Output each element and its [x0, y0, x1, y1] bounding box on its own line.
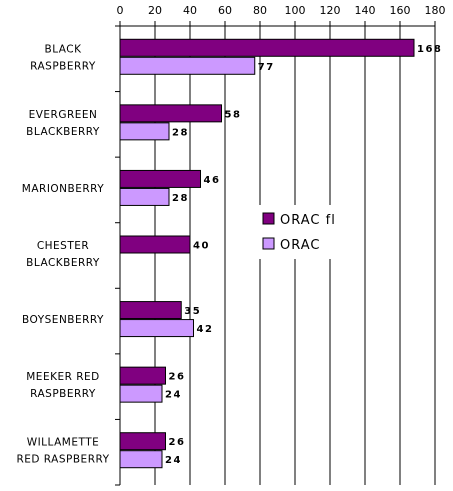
- data-label-orac-6: 24: [165, 455, 182, 466]
- legend-swatch-orac: [262, 237, 275, 250]
- bar-orac-fl-1[interactable]: [119, 104, 222, 123]
- x-tick-label-120: 120: [320, 4, 341, 17]
- data-label-orac-fl-0: 168: [417, 44, 442, 55]
- data-label-orac-2: 28: [172, 193, 189, 204]
- data-label-orac-4: 42: [197, 324, 214, 335]
- bar-orac-fl-5[interactable]: [119, 366, 166, 385]
- bar-orac-fl-3[interactable]: [119, 235, 191, 254]
- bar-orac-0[interactable]: [119, 56, 256, 75]
- data-label-orac-fl-2: 46: [204, 175, 221, 186]
- data-label-orac-fl-1: 58: [225, 109, 242, 120]
- bar-orac-fl-0[interactable]: [119, 38, 415, 57]
- bar-orac-6[interactable]: [119, 450, 163, 469]
- category-label-6-1: RED RASPBERRY: [16, 454, 109, 466]
- bar-orac-fl-4[interactable]: [119, 301, 182, 320]
- category-label-3-0: CHESTER: [37, 240, 89, 252]
- x-tick-label-60: 60: [218, 4, 232, 17]
- x-tick-label-80: 80: [253, 4, 267, 17]
- bar-orac-1[interactable]: [119, 122, 170, 141]
- legend-label-orac: ORAC: [280, 238, 320, 253]
- bar-orac-fl-2[interactable]: [119, 169, 201, 188]
- category-label-5-1: RASPBERRY: [30, 388, 96, 400]
- data-label-orac-fl-5: 26: [169, 372, 186, 383]
- x-tick-label-40: 40: [183, 4, 197, 17]
- data-label-orac-0: 77: [258, 62, 275, 73]
- category-label-0-1: RASPBERRY: [30, 60, 96, 72]
- legend-label-orac-fl: ORAC fl: [280, 213, 336, 228]
- bar-orac-5[interactable]: [119, 384, 163, 403]
- x-tick-label-0: 0: [117, 4, 124, 17]
- x-tick-label-180: 180: [425, 4, 446, 17]
- category-label-5-0: MEEKER RED: [26, 371, 100, 383]
- category-label-1-0: EVERGREEN: [29, 109, 98, 121]
- data-label-orac-1: 28: [172, 127, 189, 138]
- bar-orac-2[interactable]: [119, 187, 170, 206]
- data-label-orac-fl-6: 26: [169, 437, 186, 448]
- category-label-1-1: BLACKBERRY: [26, 126, 100, 138]
- legend-swatch-orac-fl: [262, 212, 275, 225]
- data-label-orac-fl-4: 35: [184, 306, 201, 317]
- legend-box: [258, 205, 358, 259]
- data-label-orac-5: 24: [165, 390, 182, 401]
- category-label-2-0: MARIONBERRY: [22, 183, 105, 195]
- bar-orac-4[interactable]: [119, 319, 194, 338]
- category-label-6-0: WILLAMETTE: [27, 437, 100, 449]
- x-tick-label-100: 100: [285, 4, 306, 17]
- x-tick-label-160: 160: [390, 4, 411, 17]
- category-label-0-0: BLACK: [44, 43, 82, 55]
- x-tick-label-20: 20: [148, 4, 162, 17]
- category-label-4-0: BOYSENBERRY: [22, 314, 104, 326]
- bar-orac-fl-6[interactable]: [119, 432, 166, 451]
- data-label-orac-fl-3: 40: [193, 241, 210, 252]
- x-tick-label-140: 140: [355, 4, 376, 17]
- category-label-3-1: BLACKBERRY: [26, 257, 100, 269]
